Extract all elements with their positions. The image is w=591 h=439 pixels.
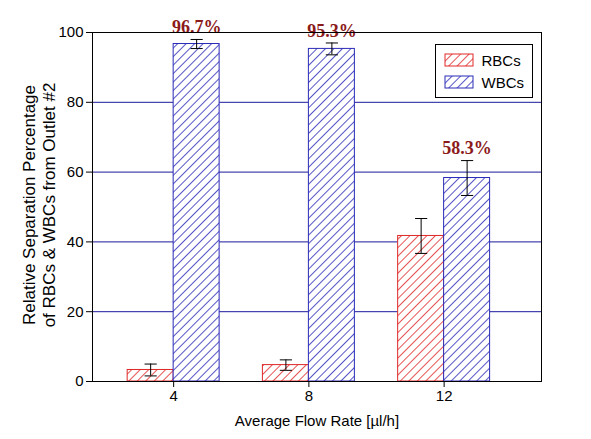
- svg-text:96.7%: 96.7%: [172, 17, 222, 37]
- svg-text:95.3%: 95.3%: [307, 21, 357, 41]
- html-text:Relative Separation Percentage: Relative Separation Percentage of RBCs &…: [20, 82, 59, 328]
- svg-text:Average Flow Rate [µl/h]: Average Flow Rate [µl/h]: [235, 412, 399, 429]
- svg-text:8: 8: [305, 387, 313, 404]
- svg-text:12: 12: [436, 387, 453, 404]
- svg-text:58.3%: 58.3%: [442, 138, 492, 158]
- svg-text:80: 80: [67, 93, 84, 110]
- svg-text:4: 4: [169, 387, 177, 404]
- svg-text:40: 40: [67, 233, 84, 250]
- html-text:RBCs: RBCs: [481, 51, 521, 69]
- html-text:WBCs: WBCs: [481, 73, 524, 91]
- svg-text:0: 0: [75, 372, 83, 389]
- svg-text:60: 60: [67, 163, 84, 180]
- svg-text:20: 20: [67, 303, 84, 320]
- svg-text:100: 100: [58, 23, 83, 40]
